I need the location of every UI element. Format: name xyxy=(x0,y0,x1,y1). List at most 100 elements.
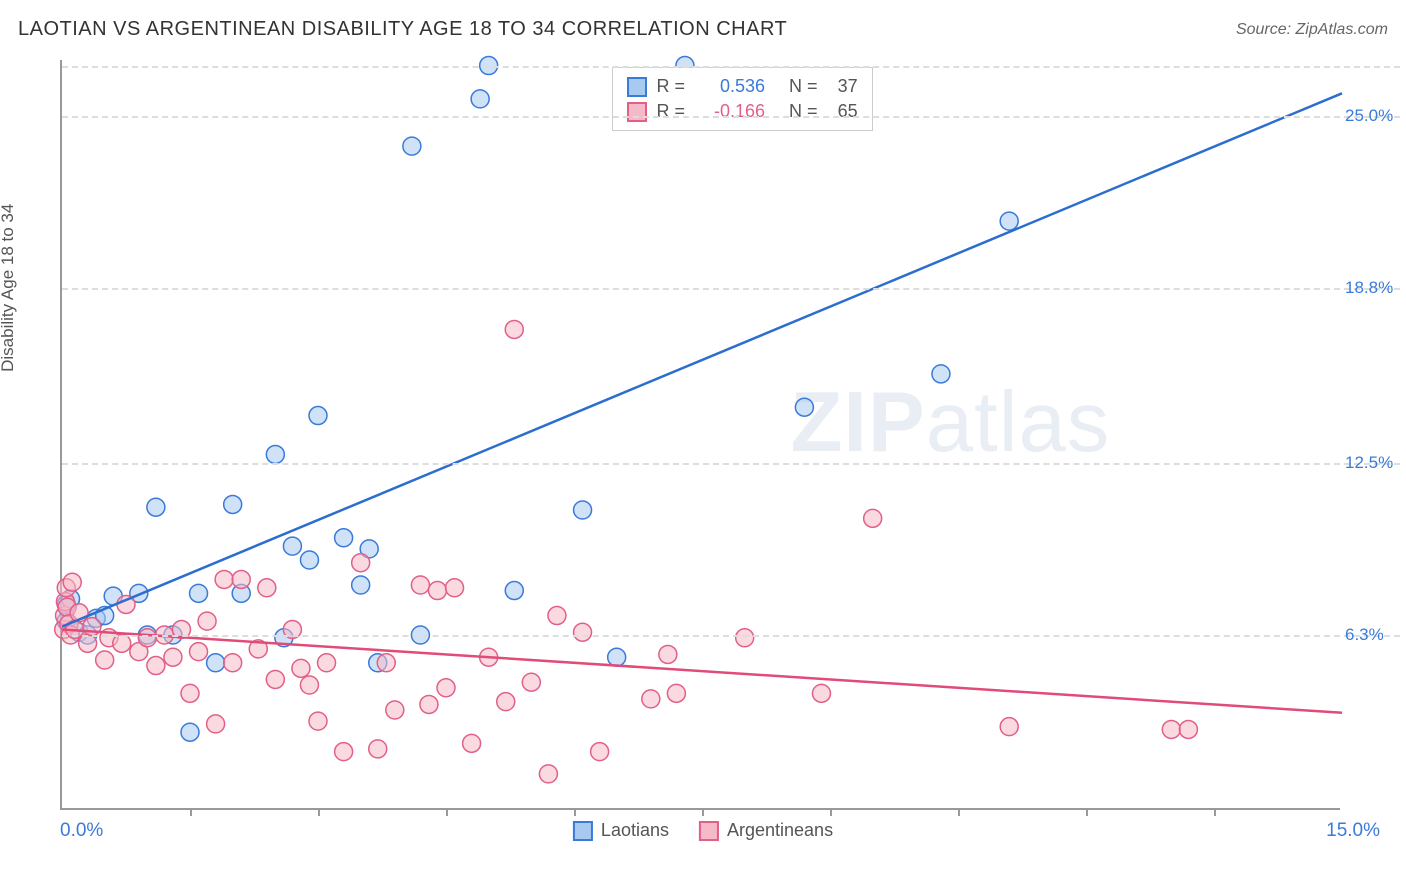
x-axis-end-label: 15.0% xyxy=(1326,820,1380,842)
gridline-h xyxy=(62,635,1400,637)
data-point xyxy=(309,712,327,730)
x-tick xyxy=(190,808,192,816)
data-point xyxy=(1000,718,1018,736)
data-point xyxy=(181,723,199,741)
data-point xyxy=(795,398,813,416)
data-point xyxy=(224,654,242,672)
data-point xyxy=(190,584,208,602)
data-point xyxy=(539,765,557,783)
data-point xyxy=(309,407,327,425)
data-point xyxy=(386,701,404,719)
data-point xyxy=(207,654,225,672)
x-axis-start-label: 0.0% xyxy=(60,820,103,842)
data-point xyxy=(258,579,276,597)
gridline-h xyxy=(62,288,1400,290)
legend-swatch xyxy=(627,102,647,122)
r-label: R = xyxy=(657,76,686,97)
n-label: N = xyxy=(789,101,818,122)
y-tick-label: 25.0% xyxy=(1345,106,1400,126)
y-tick-label: 6.3% xyxy=(1345,625,1400,645)
r-value: -0.166 xyxy=(695,101,765,122)
data-point xyxy=(266,670,284,688)
x-tick xyxy=(1086,808,1088,816)
data-point xyxy=(352,554,370,572)
data-point xyxy=(574,623,592,641)
data-point xyxy=(318,654,336,672)
data-point xyxy=(377,654,395,672)
data-point xyxy=(864,509,882,527)
data-point xyxy=(335,743,353,761)
data-point xyxy=(505,320,523,338)
data-point xyxy=(642,690,660,708)
x-tick xyxy=(958,808,960,816)
legend-swatch xyxy=(699,821,719,841)
data-point xyxy=(420,695,438,713)
correlation-legend: R =0.536N = 37R = -0.166 N = 65 xyxy=(612,67,873,131)
data-point xyxy=(505,582,523,600)
data-point xyxy=(283,537,301,555)
chart-title: LAOTIAN VS ARGENTINEAN DISABILITY AGE 18… xyxy=(18,18,787,41)
legend-item: Laotians xyxy=(573,820,669,841)
data-point xyxy=(471,90,489,108)
data-point xyxy=(411,576,429,594)
gridline-h xyxy=(62,116,1400,118)
data-point xyxy=(812,684,830,702)
data-point xyxy=(369,740,387,758)
data-point xyxy=(207,715,225,733)
data-point xyxy=(659,645,677,663)
correlation-legend-row: R = -0.166 N = 65 xyxy=(627,99,858,124)
legend-swatch xyxy=(573,821,593,841)
data-point xyxy=(198,612,216,630)
x-tick xyxy=(318,808,320,816)
data-point xyxy=(147,657,165,675)
data-point xyxy=(181,684,199,702)
data-point xyxy=(352,576,370,594)
data-point xyxy=(215,570,233,588)
legend-swatch xyxy=(627,77,647,97)
y-tick-label: 18.8% xyxy=(1345,278,1400,298)
data-point xyxy=(300,676,318,694)
data-point xyxy=(79,634,97,652)
r-label: R = xyxy=(657,101,686,122)
source-attribution: Source: ZipAtlas.com xyxy=(1236,21,1388,39)
data-point xyxy=(446,579,464,597)
data-point xyxy=(608,648,626,666)
data-point xyxy=(113,634,131,652)
n-value: 37 xyxy=(828,76,858,97)
data-point xyxy=(96,651,114,669)
data-point xyxy=(497,693,515,711)
data-point xyxy=(266,445,284,463)
scatter-svg xyxy=(62,60,1340,808)
data-point xyxy=(335,529,353,547)
data-point xyxy=(736,629,754,647)
data-point xyxy=(667,684,685,702)
data-point xyxy=(190,643,208,661)
correlation-legend-row: R =0.536N = 37 xyxy=(627,74,858,99)
data-point xyxy=(147,498,165,516)
data-point xyxy=(403,137,421,155)
data-point xyxy=(591,743,609,761)
x-tick xyxy=(446,808,448,816)
data-point xyxy=(1162,720,1180,738)
data-point xyxy=(300,551,318,569)
n-label: N = xyxy=(789,76,818,97)
y-axis-label: Disability Age 18 to 34 xyxy=(0,204,18,372)
x-tick xyxy=(574,808,576,816)
data-point xyxy=(574,501,592,519)
y-tick-label: 12.5% xyxy=(1345,453,1400,473)
data-point xyxy=(428,582,446,600)
legend-label: Argentineans xyxy=(727,820,833,841)
data-point xyxy=(224,495,242,513)
data-point xyxy=(437,679,455,697)
n-value: 65 xyxy=(828,101,858,122)
data-point xyxy=(232,570,250,588)
data-point xyxy=(164,648,182,666)
series-legend: Laotians Argentineans xyxy=(573,820,833,841)
legend-label: Laotians xyxy=(601,820,669,841)
data-point xyxy=(1000,212,1018,230)
data-point xyxy=(522,673,540,691)
gridline-h xyxy=(62,463,1400,465)
legend-item: Argentineans xyxy=(699,820,833,841)
trend-line xyxy=(62,629,1342,712)
data-point xyxy=(63,573,81,591)
